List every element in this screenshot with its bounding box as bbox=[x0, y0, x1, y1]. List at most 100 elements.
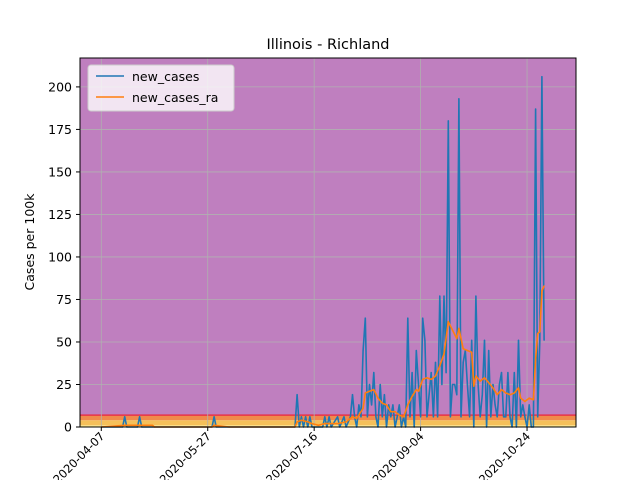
data-point bbox=[360, 416, 362, 418]
data-point bbox=[471, 339, 473, 341]
data-point bbox=[324, 416, 326, 418]
data-point bbox=[483, 339, 486, 341]
data-point bbox=[124, 416, 126, 418]
data-point bbox=[492, 383, 494, 386]
y-axis-label: Cases per 100k bbox=[22, 193, 37, 291]
data-point bbox=[445, 372, 447, 374]
y-tick-label: 75 bbox=[56, 292, 72, 307]
y-tick-label: 150 bbox=[48, 164, 72, 179]
data-point bbox=[456, 394, 458, 396]
data-point bbox=[466, 349, 468, 352]
data-point bbox=[505, 392, 507, 394]
data-point bbox=[300, 419, 302, 421]
data-point bbox=[139, 416, 141, 418]
data-point bbox=[496, 394, 498, 396]
data-point bbox=[351, 416, 354, 418]
data-point bbox=[373, 372, 375, 374]
data-point bbox=[390, 416, 392, 418]
data-point bbox=[479, 380, 481, 382]
data-point bbox=[358, 404, 360, 406]
data-point bbox=[213, 424, 215, 426]
data-point bbox=[415, 349, 417, 352]
data-point bbox=[356, 417, 358, 420]
data-point bbox=[520, 397, 522, 399]
data-point bbox=[411, 395, 413, 397]
data-point bbox=[522, 404, 524, 406]
data-point bbox=[362, 407, 364, 409]
risk-band-0 bbox=[80, 425, 576, 427]
data-point bbox=[415, 389, 417, 391]
data-point bbox=[328, 416, 330, 418]
y-tick-label: 25 bbox=[56, 377, 72, 392]
data-point bbox=[443, 353, 445, 355]
data-point bbox=[441, 383, 443, 386]
data-point bbox=[458, 327, 460, 329]
data-point bbox=[503, 416, 505, 418]
data-point bbox=[513, 372, 515, 374]
data-point bbox=[364, 392, 366, 394]
data-point bbox=[305, 416, 307, 418]
data-point bbox=[377, 397, 379, 399]
data-point bbox=[151, 424, 153, 426]
data-point bbox=[417, 383, 420, 386]
data-point bbox=[422, 317, 424, 319]
data-point bbox=[449, 416, 451, 418]
data-point bbox=[307, 421, 309, 423]
data-point bbox=[509, 394, 511, 396]
data-point bbox=[458, 98, 460, 100]
data-point bbox=[469, 416, 471, 418]
data-point bbox=[337, 416, 339, 418]
data-point bbox=[375, 416, 377, 418]
data-point bbox=[388, 404, 390, 406]
data-point bbox=[528, 397, 530, 399]
data-point bbox=[379, 383, 381, 386]
legend-label-new-cases: new_cases bbox=[132, 69, 199, 84]
data-point bbox=[456, 338, 458, 340]
data-point bbox=[535, 108, 537, 110]
axes-frame bbox=[79, 57, 577, 428]
data-point bbox=[439, 365, 441, 367]
data-point bbox=[411, 372, 413, 374]
y-tick-label: 200 bbox=[48, 79, 72, 94]
data-point bbox=[407, 404, 409, 406]
data-point bbox=[500, 389, 503, 391]
data-point bbox=[345, 421, 347, 423]
y-axis: 0 25 50 75 100 125 150 175 200 bbox=[48, 79, 80, 435]
data-point bbox=[430, 378, 432, 380]
data-point bbox=[507, 372, 509, 374]
data-point bbox=[394, 411, 396, 413]
data-point bbox=[543, 285, 545, 287]
data-point bbox=[524, 400, 526, 403]
data-point bbox=[309, 416, 311, 418]
data-point bbox=[426, 377, 428, 379]
data-point bbox=[447, 321, 449, 323]
data-point bbox=[136, 424, 139, 426]
data-point bbox=[403, 416, 405, 418]
data-point bbox=[483, 377, 486, 379]
data-point bbox=[475, 375, 477, 377]
data-point bbox=[124, 424, 126, 426]
data-point bbox=[337, 423, 339, 425]
risk-bands bbox=[80, 58, 576, 427]
data-point bbox=[430, 372, 432, 374]
data-point bbox=[398, 404, 400, 406]
data-point bbox=[475, 295, 477, 297]
data-point bbox=[492, 387, 494, 389]
data-point bbox=[490, 416, 492, 418]
data-point bbox=[447, 120, 449, 122]
data-point bbox=[477, 383, 479, 386]
data-point bbox=[432, 416, 434, 418]
data-point bbox=[454, 383, 456, 386]
data-point bbox=[417, 390, 420, 392]
data-point bbox=[362, 349, 364, 352]
data-point bbox=[317, 424, 319, 426]
data-point bbox=[451, 329, 454, 331]
data-point bbox=[351, 394, 354, 396]
data-point bbox=[213, 416, 215, 418]
data-point bbox=[349, 416, 351, 418]
data-point bbox=[451, 383, 454, 386]
data-point bbox=[543, 339, 545, 341]
data-point bbox=[392, 404, 394, 406]
data-point bbox=[535, 358, 537, 360]
